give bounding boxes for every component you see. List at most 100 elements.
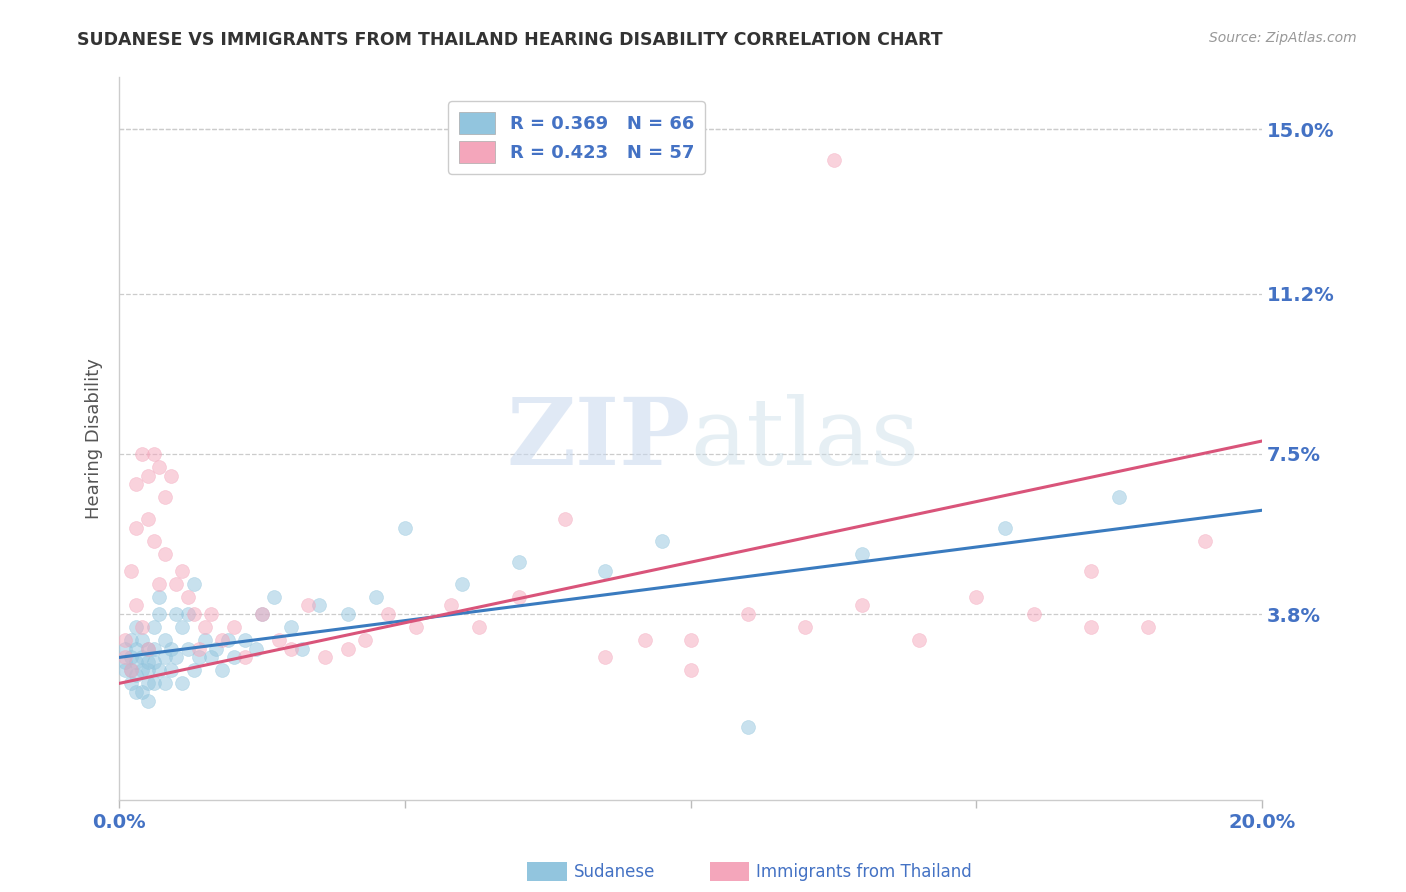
- Text: Sudanese: Sudanese: [574, 863, 655, 881]
- Point: [280, 620, 302, 634]
- Point: [794, 620, 817, 634]
- Point: [120, 633, 142, 648]
- Point: [114, 650, 136, 665]
- Point: [136, 641, 159, 656]
- Point: [148, 607, 170, 621]
- Point: [336, 641, 359, 656]
- Point: [250, 607, 273, 621]
- Point: [651, 533, 673, 548]
- Point: [120, 664, 142, 678]
- Point: [131, 650, 153, 665]
- Point: [148, 664, 170, 678]
- Point: [142, 655, 165, 669]
- Point: [297, 599, 319, 613]
- Point: [131, 664, 153, 678]
- Point: [908, 633, 931, 648]
- Point: [120, 664, 142, 678]
- Point: [142, 620, 165, 634]
- Point: [148, 576, 170, 591]
- Point: [366, 590, 388, 604]
- Point: [308, 599, 330, 613]
- Point: [211, 633, 233, 648]
- Text: ZIP: ZIP: [506, 394, 690, 483]
- Point: [314, 650, 336, 665]
- Text: SUDANESE VS IMMIGRANTS FROM THAILAND HEARING DISABILITY CORRELATION CHART: SUDANESE VS IMMIGRANTS FROM THAILAND HEA…: [77, 31, 943, 49]
- Point: [245, 641, 267, 656]
- Point: [965, 590, 987, 604]
- Point: [120, 650, 142, 665]
- Point: [114, 664, 136, 678]
- Point: [153, 490, 176, 504]
- Point: [508, 555, 530, 569]
- Point: [280, 641, 302, 656]
- Point: [114, 655, 136, 669]
- Point: [451, 576, 474, 591]
- Point: [263, 590, 285, 604]
- Point: [153, 633, 176, 648]
- Point: [125, 620, 148, 634]
- Point: [159, 664, 181, 678]
- Point: [217, 633, 239, 648]
- Point: [120, 564, 142, 578]
- Point: [114, 633, 136, 648]
- Point: [994, 520, 1017, 534]
- Point: [142, 676, 165, 690]
- Point: [188, 650, 211, 665]
- Point: [851, 599, 873, 613]
- Point: [153, 547, 176, 561]
- Point: [136, 468, 159, 483]
- Point: [136, 693, 159, 707]
- Point: [165, 650, 187, 665]
- Point: [440, 599, 463, 613]
- Point: [172, 620, 194, 634]
- Point: [165, 576, 187, 591]
- Point: [823, 153, 845, 167]
- Point: [153, 650, 176, 665]
- Point: [142, 533, 165, 548]
- Point: [679, 633, 702, 648]
- Point: [125, 641, 148, 656]
- Point: [177, 641, 200, 656]
- Point: [153, 676, 176, 690]
- Point: [200, 607, 222, 621]
- Point: [233, 650, 256, 665]
- Point: [634, 633, 657, 648]
- Text: Immigrants from Thailand: Immigrants from Thailand: [756, 863, 972, 881]
- Point: [593, 564, 616, 578]
- Point: [114, 641, 136, 656]
- Point: [377, 607, 399, 621]
- Point: [177, 590, 200, 604]
- Point: [125, 655, 148, 669]
- Point: [131, 685, 153, 699]
- Text: Source: ZipAtlas.com: Source: ZipAtlas.com: [1209, 31, 1357, 45]
- Point: [250, 607, 273, 621]
- Point: [131, 447, 153, 461]
- Point: [1022, 607, 1045, 621]
- Point: [233, 633, 256, 648]
- Point: [222, 650, 245, 665]
- Point: [125, 477, 148, 491]
- Point: [120, 676, 142, 690]
- Point: [183, 607, 205, 621]
- Point: [205, 641, 228, 656]
- Point: [183, 664, 205, 678]
- Point: [1136, 620, 1159, 634]
- Point: [508, 590, 530, 604]
- Point: [405, 620, 427, 634]
- Point: [136, 655, 159, 669]
- Point: [737, 720, 759, 734]
- Point: [142, 641, 165, 656]
- Point: [159, 468, 181, 483]
- Point: [222, 620, 245, 634]
- Point: [269, 633, 291, 648]
- Point: [1080, 620, 1102, 634]
- Point: [194, 620, 217, 634]
- Point: [1080, 564, 1102, 578]
- Point: [679, 664, 702, 678]
- Point: [394, 520, 416, 534]
- Point: [554, 512, 576, 526]
- Point: [125, 599, 148, 613]
- Legend: R = 0.369   N = 66, R = 0.423   N = 57: R = 0.369 N = 66, R = 0.423 N = 57: [449, 101, 704, 174]
- Point: [159, 641, 181, 656]
- Point: [336, 607, 359, 621]
